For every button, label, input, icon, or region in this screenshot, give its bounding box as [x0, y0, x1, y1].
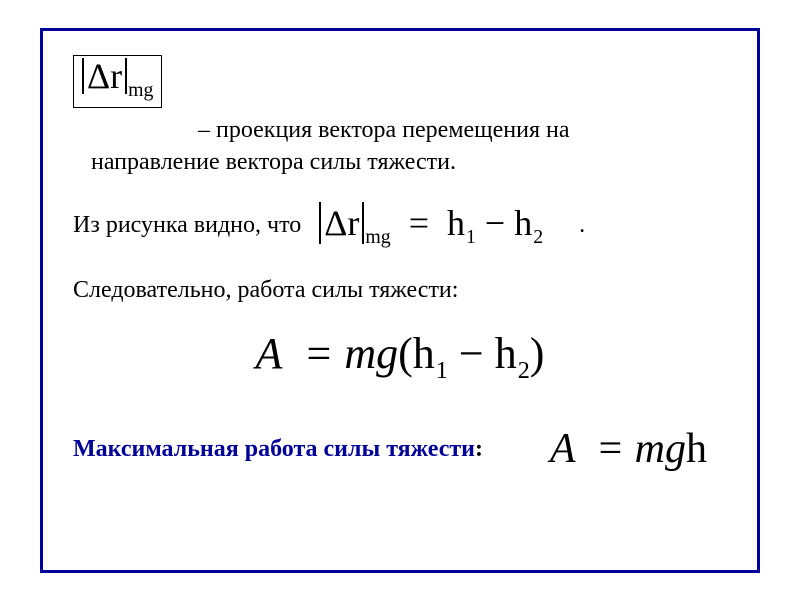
definition-line1: – проекция вектора перемещения на [198, 117, 570, 143]
m-final: m [635, 426, 665, 472]
A-var: A [256, 329, 282, 378]
h1-sub: 1 [465, 226, 476, 248]
delta-symbol: Δ [87, 56, 110, 96]
h-var-2: h [495, 329, 517, 378]
equals-2: = [304, 329, 334, 378]
max-work-colon: : [475, 436, 483, 462]
minus-2: − [459, 329, 484, 378]
g-final: g [665, 426, 686, 472]
h1-h: h [447, 203, 465, 243]
max-work-label: Максимальная работа силы тяжести: [73, 436, 483, 463]
h-final: h [686, 426, 707, 472]
minus-1: − [485, 203, 505, 243]
max-work-formula: A = mgh [550, 425, 727, 473]
h-var-1: h [413, 329, 435, 378]
equals-final: = [596, 426, 624, 472]
g-var: g [376, 329, 398, 378]
figure-lead-text: Из рисунка видно, что [73, 212, 301, 239]
displacement-magnitude-box: Δrmg [73, 55, 727, 108]
abs-bars-inline: Δr [319, 202, 364, 244]
sub2: 2 [517, 357, 530, 384]
abs-delta-r-mg: Δrmg [73, 55, 162, 108]
sub1: 1 [435, 357, 448, 384]
equals-1: = [409, 203, 429, 243]
abs-bars: Δr [82, 58, 127, 94]
h2-sub: 2 [532, 226, 543, 248]
max-work-text: Максимальная работа силы тяжести [73, 436, 475, 462]
mg-sub-inline: mg [364, 226, 390, 248]
trailing-dot: . [561, 212, 585, 239]
r-inline: r [347, 203, 359, 243]
slide-frame: Δrmg – проекция вектора перемещения на н… [40, 28, 760, 573]
final-row: Максимальная работа силы тяжести: A = mg… [73, 425, 727, 473]
open-paren: ( [398, 329, 413, 378]
work-formula: A = mg(h1 − h2) [73, 328, 727, 385]
close-paren: ) [530, 329, 545, 378]
definition-line2: направление вектора силы тяжести. [91, 149, 456, 175]
projection-equation: Δrmg = h1 − h2 [319, 202, 543, 249]
r-variable: r [110, 56, 122, 96]
figure-equation-row: Из рисунка видно, что Δrmg = h1 − h2 . [73, 202, 727, 249]
m-var: m [344, 329, 376, 378]
A-final: A [550, 426, 575, 472]
definition-text: – проекция вектора перемещения на направ… [73, 114, 727, 179]
h2-h: h [514, 203, 532, 243]
mg-subscript: mg [127, 79, 153, 101]
consequence-text: Следовательно, работа силы тяжести: [73, 277, 727, 304]
delta-inline: Δ [324, 203, 347, 243]
